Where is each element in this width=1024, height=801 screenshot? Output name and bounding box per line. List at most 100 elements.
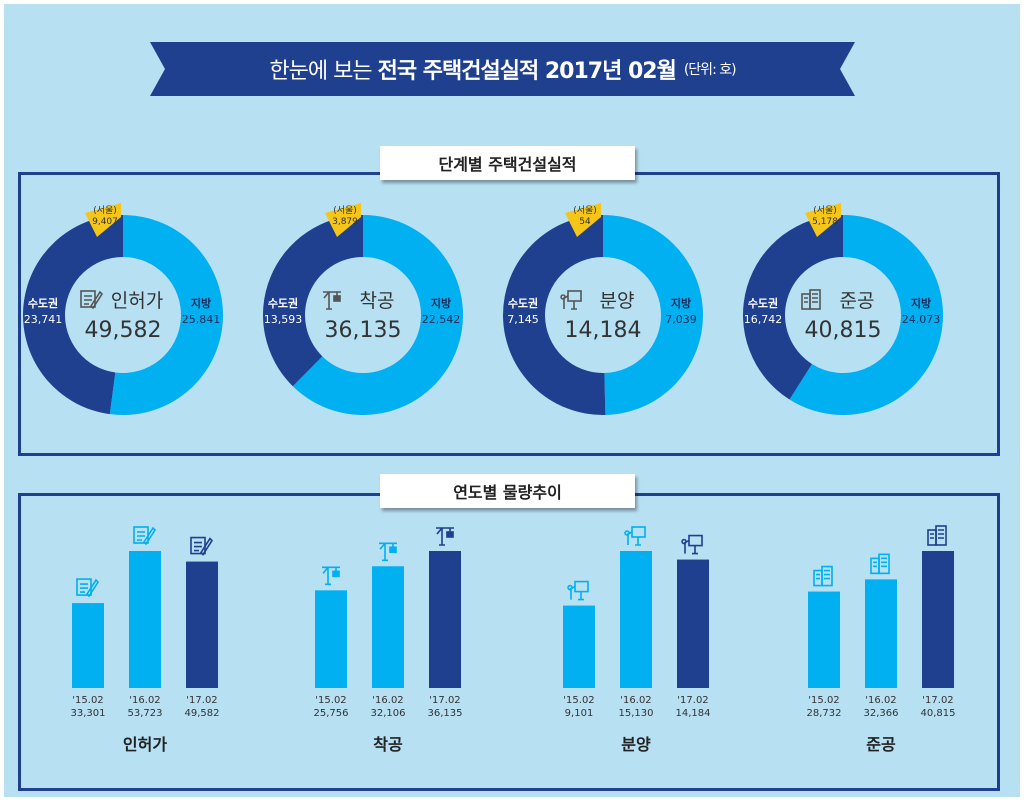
bar-period-label: '17.02 [677,695,708,706]
title-main: 전국 주택건설실적 2017년 02월 [377,59,677,84]
load [389,546,397,554]
tower2 [935,525,947,546]
donut-total: 40,815 [805,318,882,343]
donut-stage-name: 준공 [840,290,875,312]
bar-value-label: 15,130 [619,708,654,719]
bar-period-label: '16.02 [865,695,896,706]
bar-분양-0 [563,605,595,688]
building-icon [927,525,947,546]
presentation-icon [681,534,703,555]
document-pen-icon [190,536,214,556]
document-pen-icon [76,578,100,598]
donut-0 [23,203,224,415]
tower2 [809,289,821,310]
title-banner [150,42,855,96]
tower2 [821,565,833,587]
load [446,531,454,538]
load [333,295,341,302]
bar-value-label: 32,106 [371,708,406,719]
donut-total: 36,135 [325,318,402,343]
local-label: 지방 [911,296,931,310]
donut-1 [263,203,463,415]
bar-value-label: 49,582 [185,708,220,719]
donut-local-slice [292,215,463,415]
bar-value-label: 53,723 [128,708,163,719]
bar-준공-2 [922,551,954,688]
windows [873,557,887,568]
bar-period-label: '17.02 [429,695,460,706]
board [688,534,703,547]
bar-착공-0 [315,590,347,688]
donut-total: 14,184 [565,318,642,343]
metro-label: 수도권 [508,297,538,310]
presentation-icon [567,580,589,601]
seoul-value: 54 [579,217,591,227]
bar-분양-1 [620,551,652,688]
presentation-icon [560,290,582,310]
metro-value: 13,593 [264,313,303,326]
bar-준공-1 [865,579,897,688]
metro-value: 23,741 [24,313,63,326]
bar-value-label: 14,184 [676,708,711,719]
metro-value: 7,145 [507,313,539,326]
donut-stage-name: 인허가 [111,290,163,312]
bar-value-label: 28,732 [807,708,842,719]
bar-group-label: 착공 [373,735,403,754]
board [631,526,646,538]
bar-인허가-2 [186,561,218,688]
bar-value-label: 32,366 [864,708,899,719]
donut-total: 49,582 [85,318,162,343]
donut-metro-slice [23,215,123,415]
load [332,570,340,578]
seoul-label: (서울) [573,205,597,216]
pen [194,537,214,556]
metro-label: 수도권 [28,297,58,310]
building-icon [870,553,890,575]
metro-label: 수도권 [268,297,298,310]
donut-local-slice [789,215,943,415]
bar-value-label: 25,756 [314,708,349,719]
seoul-value: 3,879 [332,217,358,227]
seoul-label: (서울) [813,205,837,216]
seoul-label: (서울) [93,205,117,216]
building-icon [801,289,821,310]
bar-period-label: '15.02 [808,695,839,706]
tower2 [878,553,890,575]
bar-period-label: '16.02 [620,695,651,706]
bar-value-label: 40,815 [921,708,956,719]
pen [84,290,104,310]
person [681,538,698,555]
crane-icon [379,542,397,562]
board [574,580,589,593]
bar-착공-2 [429,551,461,688]
building-icon [813,565,833,587]
bar-group-label: 분양 [621,735,651,754]
donut-metro-slice [263,215,363,387]
local-value: 22,542 [422,313,461,326]
unit-label: (단위: 호) [683,62,737,78]
bar-준공-0 [808,591,840,688]
donut-stage-name: 분양 [600,290,635,312]
windows [804,293,818,303]
seoul-label: (서울) [333,205,357,216]
bar-period-label: '17.02 [922,695,953,706]
person [560,294,577,310]
bar-value-label: 9,101 [565,708,594,719]
metro-label: 수도권 [748,297,778,310]
windows [816,569,830,580]
person [624,530,641,546]
stage-section-title: 단계별 주택건설실적 [380,146,635,180]
bar-value-label: 33,301 [71,708,106,719]
donut-2 [503,203,704,415]
donut-metro-slice [503,215,606,415]
crane [379,542,397,562]
bar-착공-1 [372,566,404,688]
bar-period-label: '15.02 [315,695,346,706]
donut-metro-slice [743,215,843,400]
crane [322,566,340,586]
metro-value: 16,742 [744,313,783,326]
pen [80,578,100,598]
donut-local-slice [603,214,704,415]
seoul-value: 5,178 [812,217,838,227]
